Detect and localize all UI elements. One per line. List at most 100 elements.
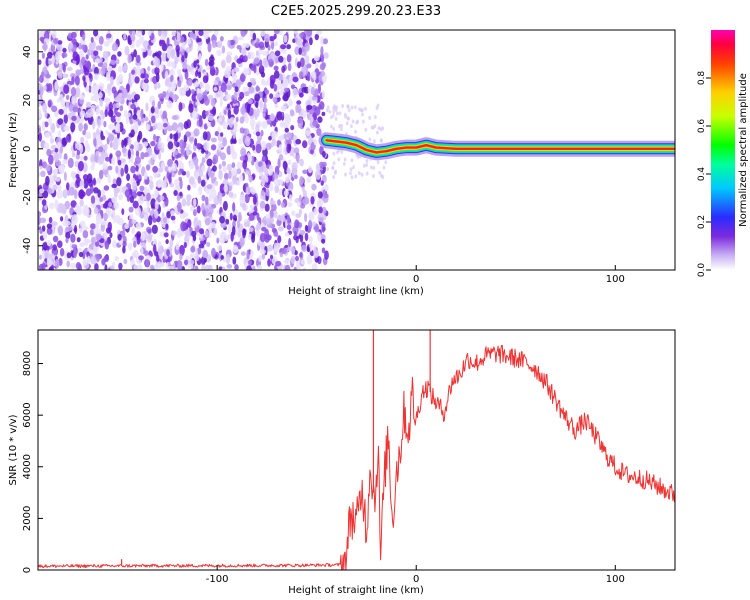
noise-speck bbox=[302, 267, 307, 270]
noise-speck bbox=[90, 85, 97, 95]
noise-speck bbox=[344, 172, 347, 177]
noise-speck bbox=[206, 242, 211, 247]
noise-speck bbox=[244, 115, 249, 124]
noise-speck bbox=[131, 227, 136, 235]
noise-speck bbox=[200, 179, 206, 187]
noise-speck bbox=[277, 199, 281, 206]
noise-speck bbox=[44, 121, 49, 128]
noise-speck bbox=[79, 242, 85, 248]
noise-speck bbox=[187, 184, 191, 191]
noise-speck bbox=[124, 223, 130, 230]
noise-speck bbox=[299, 158, 304, 167]
noise-speck bbox=[154, 188, 159, 198]
noise-speck bbox=[314, 33, 319, 41]
noise-speck bbox=[271, 137, 276, 146]
noise-speck bbox=[350, 158, 354, 163]
noise-speck bbox=[259, 100, 263, 110]
noise-speck bbox=[201, 157, 206, 164]
noise-speck bbox=[192, 33, 197, 40]
noise-speck bbox=[320, 217, 324, 223]
noise-speck bbox=[124, 189, 131, 198]
noise-speck bbox=[212, 165, 217, 172]
noise-speck bbox=[102, 62, 108, 69]
noise-speck bbox=[164, 79, 170, 87]
noise-speck bbox=[187, 38, 192, 45]
noise-speck bbox=[322, 38, 328, 45]
noise-speck bbox=[306, 246, 310, 252]
noise-speck bbox=[196, 37, 202, 43]
noise-speck bbox=[142, 81, 148, 91]
noise-speck bbox=[115, 165, 119, 174]
noise-speck bbox=[133, 240, 137, 248]
noise-speck bbox=[60, 216, 64, 222]
noise-speck bbox=[224, 234, 230, 240]
noise-speck bbox=[296, 201, 301, 208]
noise-speck bbox=[301, 244, 308, 252]
noise-speck bbox=[332, 109, 336, 114]
noise-speck bbox=[132, 30, 136, 37]
noise-speck bbox=[225, 253, 231, 265]
noise-speck bbox=[202, 249, 209, 259]
noise-speck bbox=[38, 215, 41, 226]
noise-speck bbox=[222, 179, 228, 186]
noise-speck bbox=[270, 53, 277, 59]
noise-speck bbox=[273, 70, 280, 79]
noise-speck bbox=[84, 131, 92, 140]
noise-speck bbox=[362, 163, 366, 168]
noise-speck bbox=[343, 157, 347, 162]
noise-speck bbox=[166, 125, 174, 132]
noise-speck bbox=[74, 75, 80, 86]
noise-speck bbox=[244, 42, 250, 48]
noise-speck bbox=[81, 44, 86, 51]
noise-speck bbox=[103, 40, 110, 47]
noise-speck bbox=[246, 103, 250, 114]
noise-speck bbox=[207, 94, 213, 100]
noise-speck bbox=[115, 115, 121, 121]
noise-speck bbox=[140, 247, 144, 255]
noise-speck bbox=[151, 115, 156, 124]
noise-speck bbox=[321, 90, 325, 99]
noise-speck bbox=[51, 30, 57, 39]
noise-speck bbox=[166, 249, 170, 257]
noise-speck bbox=[90, 223, 96, 230]
noise-speck bbox=[208, 60, 215, 67]
noise-speck bbox=[153, 133, 157, 141]
noise-speck bbox=[273, 83, 278, 92]
noise-speck bbox=[283, 133, 287, 140]
noise-speck bbox=[186, 146, 190, 157]
noise-speck bbox=[251, 124, 255, 131]
noise-speck bbox=[273, 65, 279, 71]
noise-speck bbox=[307, 165, 313, 174]
noise-speck bbox=[96, 177, 102, 184]
noise-speck bbox=[336, 111, 339, 116]
noise-speck bbox=[107, 83, 112, 91]
noise-speck bbox=[222, 137, 228, 147]
noise-speck bbox=[186, 200, 191, 207]
noise-speck bbox=[204, 264, 210, 270]
noise-speck bbox=[240, 147, 247, 157]
noise-speck bbox=[117, 51, 122, 57]
noise-speck bbox=[76, 237, 81, 243]
noise-speck bbox=[78, 50, 85, 59]
noise-speck bbox=[165, 239, 169, 245]
noise-speck bbox=[115, 58, 120, 65]
noise-speck bbox=[213, 30, 219, 37]
noise-speck bbox=[296, 154, 300, 164]
noise-speck bbox=[164, 166, 169, 172]
noise-speck bbox=[248, 233, 252, 241]
noise-speck bbox=[198, 170, 204, 178]
noise-speck bbox=[185, 131, 192, 138]
noise-speck bbox=[130, 129, 135, 138]
noise-speck bbox=[48, 216, 53, 224]
noise-speck bbox=[252, 32, 257, 41]
noise-speck bbox=[321, 111, 326, 117]
noise-speck bbox=[98, 92, 103, 99]
noise-speck bbox=[311, 183, 317, 191]
noise-speck bbox=[260, 129, 264, 137]
noise-speck bbox=[354, 105, 357, 110]
noise-speck bbox=[280, 44, 287, 50]
noise-speck bbox=[274, 185, 280, 194]
noise-speck bbox=[234, 86, 239, 93]
noise-speck bbox=[128, 39, 133, 46]
noise-speck bbox=[278, 55, 284, 63]
